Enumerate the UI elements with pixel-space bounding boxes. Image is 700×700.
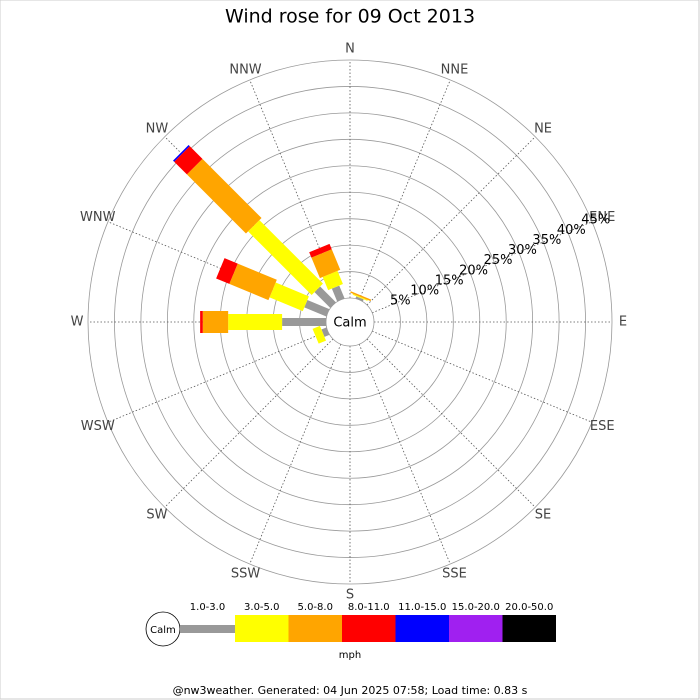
legend-label: 8.0-11.0: [348, 602, 390, 613]
r-tick-label: 40%: [557, 223, 586, 238]
center: Calm: [325, 297, 375, 347]
bar-segment: [282, 318, 326, 326]
direction-label: SSW: [231, 567, 261, 582]
direction-label: ESE: [590, 419, 615, 434]
ring: [114, 86, 586, 558]
legend-label: 20.0-50.0: [505, 602, 553, 613]
direction-label: W: [71, 315, 84, 330]
ring: [140, 112, 560, 532]
direction-label: E: [619, 315, 627, 330]
footer: @nw3weather. Generated: 04 Jun 2025 07:5…: [173, 684, 528, 697]
r-tick-label: 5%: [390, 294, 411, 309]
bars: [173, 145, 372, 344]
legend-swatch: [395, 615, 449, 642]
bar-segment: [269, 282, 309, 312]
spoke: [249, 344, 342, 565]
direction-label: ENE: [589, 210, 615, 225]
bar-segment: [304, 300, 330, 317]
legend-swatch: [180, 625, 235, 633]
bar-segment: [309, 243, 332, 258]
direction-label: NE: [534, 121, 552, 136]
direction-label: SW: [146, 508, 167, 523]
r-tick-label: 25%: [484, 253, 513, 268]
direction-label: NNE: [441, 62, 469, 77]
legend-swatch: [449, 615, 503, 642]
chart-title: Wind rose for 09 Oct 2013: [225, 6, 475, 28]
legend-unit: mph: [339, 650, 361, 661]
direction-label: NNW: [229, 62, 261, 77]
r-tick-label: 20%: [459, 263, 488, 278]
legend-label: 5.0-8.0: [298, 602, 333, 613]
r-tick-label: 45%: [581, 213, 610, 228]
bar-segment: [331, 285, 345, 302]
r-tick-label: 30%: [508, 243, 537, 258]
bar-segment: [322, 270, 343, 291]
bar-segment: [321, 327, 330, 337]
direction-label: SE: [535, 508, 551, 523]
bar-segment: [352, 293, 368, 301]
bar-segment: [350, 291, 372, 302]
r-tick-label: 10%: [410, 284, 439, 299]
legend-label: 1.0-3.0: [190, 602, 225, 613]
bar-segment: [202, 311, 229, 333]
spoke: [164, 338, 334, 508]
ring: [193, 165, 507, 479]
spoke: [358, 79, 451, 300]
legend-swatch: [235, 615, 289, 642]
spoke: [366, 338, 536, 508]
legend-label: 11.0-15.0: [398, 602, 446, 613]
bar-segment: [314, 286, 336, 308]
legend-label: 3.0-5.0: [244, 602, 279, 613]
bar-segment: [311, 249, 341, 279]
spoke: [372, 221, 593, 314]
direction-label: NW: [146, 121, 169, 136]
bar-segment: [216, 258, 238, 284]
bar-segment: [312, 325, 327, 344]
r-tick-label: 15%: [435, 273, 464, 288]
direction-label: S: [346, 588, 354, 603]
direction-label: WNW: [80, 210, 116, 225]
bar-segment: [228, 314, 283, 330]
legend-label: 15.0-20.0: [452, 602, 500, 613]
legend-swatch: [288, 615, 342, 642]
bar-segment: [186, 158, 262, 234]
legend-swatch: [342, 615, 396, 642]
calm-label: Calm: [333, 316, 366, 331]
direction-label: WSW: [81, 419, 115, 434]
spoke: [372, 330, 593, 423]
ring: [87, 59, 613, 585]
legend-swatch: [502, 615, 556, 642]
spoke: [107, 330, 328, 423]
bar-segment: [248, 220, 323, 295]
spoke: [366, 136, 536, 306]
spoke: [358, 344, 451, 565]
bar-segment: [174, 146, 203, 175]
bar-segment: [355, 296, 364, 302]
r-tick-label: 35%: [532, 233, 561, 248]
bar-segment: [200, 311, 203, 333]
legend-calm-label: Calm: [150, 625, 176, 636]
bar-segment: [173, 145, 190, 162]
direction-label: SSE: [442, 567, 467, 582]
bar-segment: [229, 263, 277, 301]
legend: Calm 1.0-3.0 3.0-5.0 5.0-8.0 8.0-11.0 11.0-15…: [145, 602, 556, 647]
direction-label: N: [345, 42, 355, 57]
calm-circle: [325, 297, 375, 347]
